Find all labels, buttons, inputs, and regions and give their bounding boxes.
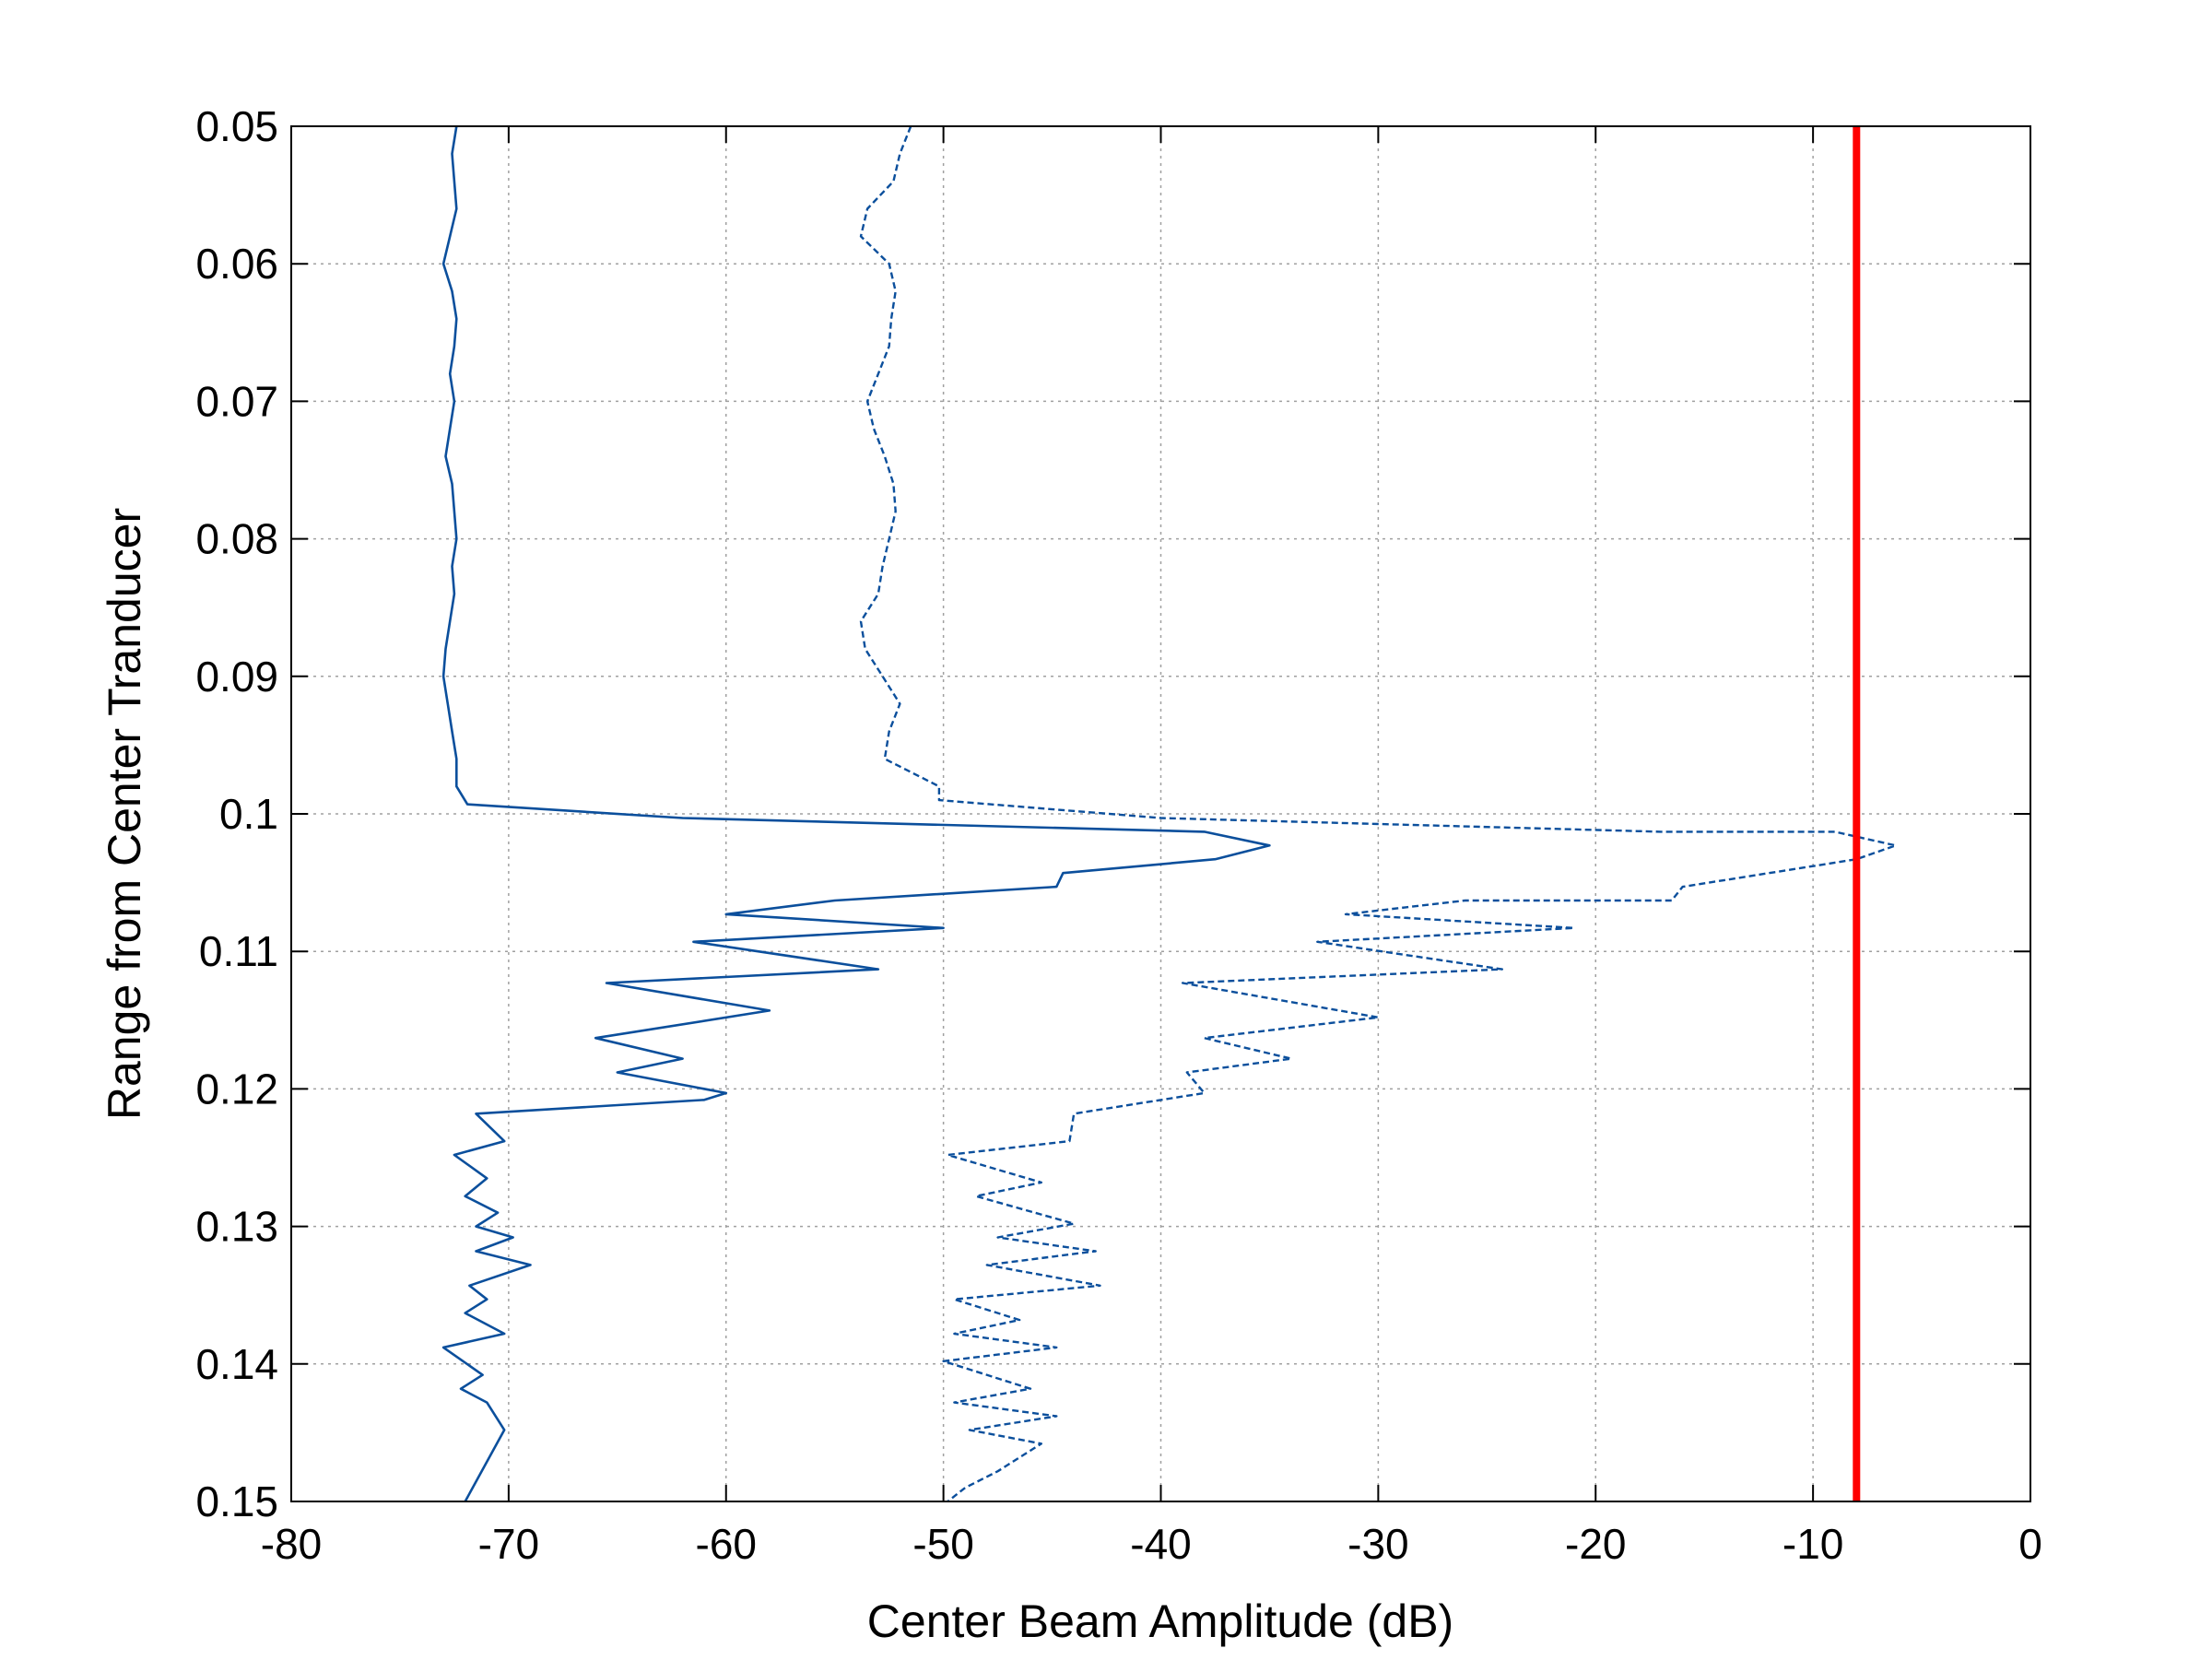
- x-tick-label: -40: [1130, 1520, 1191, 1568]
- y-tick-label: 0.15: [195, 1478, 278, 1525]
- y-tick-label: 0.05: [195, 102, 278, 150]
- y-tick-label: 0.14: [195, 1340, 278, 1388]
- series-dashed-line: [859, 125, 1897, 1502]
- y-tick-labels: 0.05 0.06 0.07 0.08 0.09 0.1 0.11 0.12 0.13 0.14 0…: [195, 102, 278, 1525]
- ticks: [290, 125, 2031, 1502]
- x-axis-label: Center Beam Amplitude (dB): [867, 1595, 1453, 1647]
- y-tick-label: 0.13: [195, 1203, 278, 1251]
- y-tick-label: 0.08: [195, 515, 278, 563]
- y-tick-label: 0.11: [199, 927, 278, 975]
- x-tick-label: -70: [478, 1520, 539, 1568]
- y-tick-label: 0.12: [195, 1065, 278, 1113]
- y-tick-label: 0.1: [219, 790, 278, 838]
- x-tick-labels: -80 -70 -60 -50 -40 -30 -20 -10 0: [261, 1520, 2042, 1568]
- x-tick-label: -60: [696, 1520, 757, 1568]
- x-tick-label: -50: [912, 1520, 973, 1568]
- x-tick-label: -20: [1565, 1520, 1626, 1568]
- y-tick-label: 0.09: [195, 653, 278, 700]
- x-tick-label: 0: [2018, 1520, 2042, 1568]
- series-layer: [441, 125, 1897, 1502]
- series-solid-line: [441, 125, 1271, 1502]
- x-tick-label: -10: [1783, 1520, 1843, 1568]
- x-tick-label: -80: [261, 1520, 322, 1568]
- x-tick-label: -30: [1347, 1520, 1408, 1568]
- y-tick-label: 0.06: [195, 240, 278, 288]
- y-axis-label: Range from Center Tranducer: [99, 508, 150, 1120]
- grid: [291, 126, 2030, 1501]
- y-tick-label: 0.07: [195, 377, 278, 425]
